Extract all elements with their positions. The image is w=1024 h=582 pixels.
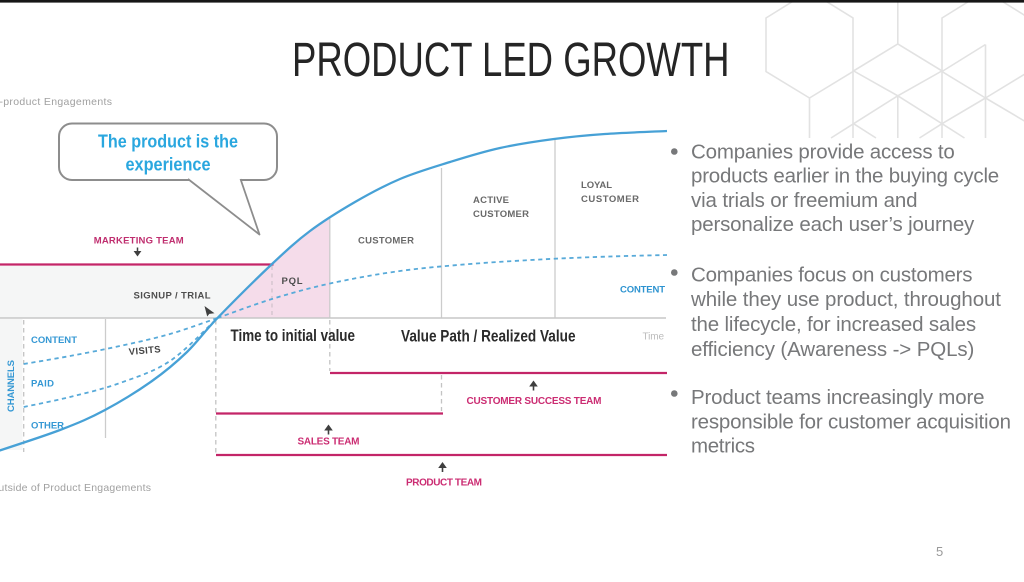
svg-text:CONTENT: CONTENT (31, 335, 77, 346)
svg-text:CUSTOMER: CUSTOMER (581, 194, 639, 205)
svg-text:OTHER: OTHER (31, 421, 64, 432)
svg-text:CHANNELS: CHANNELS (6, 360, 17, 412)
svg-text:the lifecycle, for increased s: the lifecycle, for increased sales (691, 313, 976, 336)
svg-text:CUSTOMER: CUSTOMER (473, 209, 529, 220)
svg-text:PRODUCT LED GROWTH: PRODUCT LED GROWTH (292, 33, 730, 87)
svg-text:Companies provide access to: Companies provide access to (691, 141, 955, 164)
svg-text:PQL: PQL (282, 276, 303, 287)
svg-text:Outside of Product Engagements: Outside of Product Engagements (0, 482, 151, 494)
svg-text:MARKETING TEAM: MARKETING TEAM (94, 236, 184, 247)
svg-text:Companies focus on customers: Companies focus on customers (691, 263, 973, 286)
svg-text:In-product Engagements: In-product Engagements (0, 96, 112, 108)
svg-text:The product is the: The product is the (98, 131, 238, 152)
svg-text:Time to initial value: Time to initial value (231, 327, 356, 345)
svg-text:experience: experience (126, 154, 211, 175)
svg-text:PRODUCT TEAM: PRODUCT TEAM (406, 478, 482, 489)
svg-text:metrics: metrics (691, 435, 755, 458)
svg-text:Value Path / Realized Value: Value Path / Realized Value (401, 328, 576, 346)
svg-text:Time: Time (643, 332, 665, 343)
svg-text:PAID: PAID (31, 379, 54, 390)
svg-text:CUSTOMER: CUSTOMER (358, 236, 414, 247)
svg-text:personalize each user’s journe: personalize each user’s journey (691, 213, 975, 236)
svg-text:SIGNUP / TRIAL: SIGNUP / TRIAL (134, 291, 211, 302)
svg-text:5: 5 (936, 544, 943, 559)
svg-text:ACTIVE: ACTIVE (473, 195, 509, 206)
svg-text:responsible for customer acqui: responsible for customer acquisition (691, 411, 1011, 434)
svg-text:while they use product, throug: while they use product, throughout (690, 288, 1001, 311)
svg-text:efficiency (Awareness -> PQLs): efficiency (Awareness -> PQLs) (691, 338, 974, 361)
svg-text:via trials or freemium and: via trials or freemium and (691, 189, 918, 212)
svg-text:Product teams increasingly mor: Product teams increasingly more (691, 386, 985, 409)
svg-text:SALES TEAM: SALES TEAM (298, 437, 360, 448)
svg-text:VISITS: VISITS (128, 344, 161, 358)
svg-text:CUSTOMER SUCCESS TEAM: CUSTOMER SUCCESS TEAM (467, 396, 602, 407)
svg-text:LOYAL: LOYAL (581, 180, 612, 191)
svg-text:products earlier in the buying: products earlier in the buying cycle (691, 165, 999, 188)
svg-text:CONTENT: CONTENT (620, 285, 665, 296)
